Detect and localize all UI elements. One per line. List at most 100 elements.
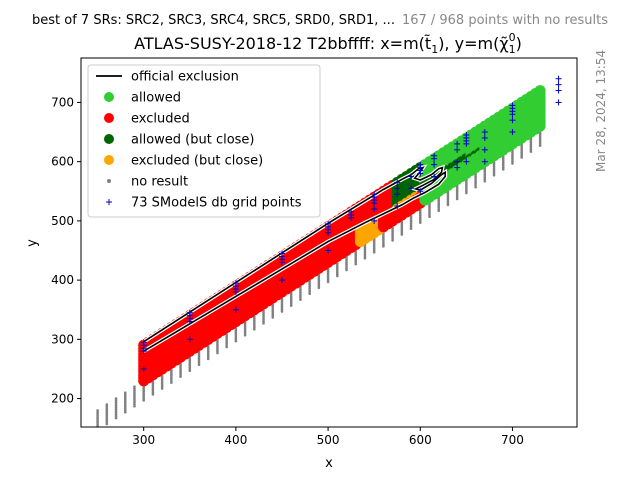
no-result-point: [474, 175, 477, 178]
no-result-point: [96, 419, 99, 423]
no-result-point: [262, 311, 265, 314]
no-result-point: [142, 390, 145, 393]
no-result-point: [354, 261, 358, 264]
no-result-point: [105, 417, 109, 421]
no-result-point: [299, 296, 302, 300]
no-result-point: [225, 345, 228, 349]
axes: 300 400 500 600 700 200 300 400 500 600 700: [51, 95, 524, 447]
no-result-point: [529, 148, 533, 152]
no-result-point: [529, 146, 533, 150]
no-result-point: [400, 229, 404, 233]
grid-point-marker: [509, 117, 516, 124]
no-result-point: [326, 275, 330, 278]
x-axis-label: x: [325, 456, 333, 471]
grid-point-marker: [278, 250, 285, 257]
no-result-point: [123, 409, 127, 412]
no-result-point: [160, 387, 164, 390]
no-result-point: [280, 310, 284, 313]
grid-point-marker: [371, 191, 378, 198]
no-result-point: [437, 209, 441, 213]
chart-title-sub2: 1: [509, 43, 516, 56]
no-result-point: [114, 399, 118, 402]
no-result-point: [382, 243, 385, 246]
grid-point-marker: [408, 185, 415, 192]
grid-point-marker: [394, 203, 401, 210]
no-result-point: [96, 409, 99, 412]
x-tick-label: 400: [224, 433, 247, 447]
no-result-point: [354, 255, 358, 259]
no-result-point: [114, 397, 118, 400]
no-result-point: [308, 285, 311, 288]
no-result-point: [289, 297, 293, 300]
no-result-point: [538, 139, 542, 142]
grid-point-marker: [481, 134, 488, 141]
no-result-point: [234, 334, 238, 338]
no-result-point: [492, 170, 496, 174]
no-result-point: [400, 224, 404, 227]
grid-point-marker: [325, 247, 332, 254]
grid-point-marker: [555, 75, 562, 82]
grid-point-marker: [140, 339, 147, 346]
no-result-point: [428, 211, 431, 215]
no-result-point: [133, 392, 136, 396]
no-result-point: [114, 402, 118, 406]
no-result-point: [179, 370, 182, 373]
no-result-point: [216, 346, 219, 349]
no-result-point: [501, 159, 505, 162]
no-result-point: [216, 342, 219, 346]
no-result-point: [308, 288, 311, 292]
no-result-point: [372, 240, 376, 243]
chart-timestamp: Mar 28, 2024, 13:54: [594, 50, 608, 172]
no-result-point: [160, 385, 164, 389]
no-result-point: [105, 408, 109, 412]
grid-point-marker: [481, 129, 488, 136]
no-result-point: [483, 178, 487, 181]
no-result-point: [511, 162, 514, 165]
y-tick-label: 400: [51, 273, 74, 287]
no-result-point: [391, 235, 394, 239]
legend-label: allowed (but close): [131, 133, 255, 148]
grid-point-marker: [140, 365, 147, 372]
grid-point-marker: [325, 220, 332, 227]
no-result-point: [170, 374, 173, 377]
no-result-point: [114, 413, 118, 416]
no-result-point: [133, 397, 136, 401]
no-result-point: [197, 359, 201, 363]
x-tick-label: 600: [409, 433, 432, 447]
no-result-point: [133, 396, 136, 399]
no-result-point: [409, 221, 413, 225]
no-result-point: [142, 399, 145, 402]
no-result-point: [437, 207, 441, 211]
grid-point-marker: [431, 161, 438, 168]
no-result-point: [96, 429, 99, 432]
no-result-point: [114, 400, 118, 404]
no-result-point: [243, 325, 247, 328]
no-result-point: [520, 150, 523, 154]
no-result-point: [354, 252, 358, 255]
no-result-point: [197, 361, 201, 365]
no-result-point: [123, 393, 127, 396]
no-result-point: [529, 141, 533, 144]
no-result-point: [455, 187, 459, 190]
no-result-point: [123, 410, 127, 414]
legend-dot-swatch: [104, 134, 114, 144]
no-result-point: [216, 344, 219, 348]
no-result-point: [520, 156, 523, 159]
no-result-point: [418, 212, 422, 216]
no-result-point: [289, 302, 293, 306]
grid-point-marker: [454, 164, 461, 171]
no-result-point: [114, 416, 118, 420]
no-result-point: [105, 415, 109, 419]
no-result-point: [391, 228, 394, 232]
no-result-point: [262, 314, 265, 318]
no-result-point: [382, 241, 385, 245]
no-result-point: [335, 274, 339, 278]
no-result-point: [354, 259, 358, 262]
no-result-point: [446, 203, 450, 207]
grid-point-marker: [278, 277, 285, 284]
no-result-point: [400, 231, 404, 235]
no-result-point: [437, 205, 441, 209]
no-result-point: [335, 264, 339, 267]
no-result-point: [206, 348, 210, 352]
no-result-point: [465, 191, 468, 195]
